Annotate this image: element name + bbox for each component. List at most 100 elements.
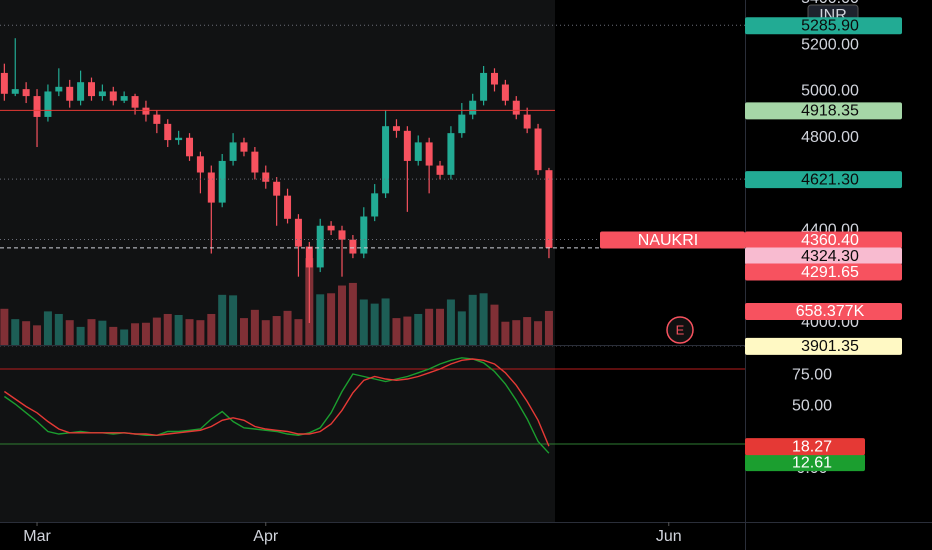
candle-body bbox=[425, 142, 433, 166]
volume-bar bbox=[512, 320, 521, 345]
candle-body bbox=[22, 89, 30, 97]
volume-bar bbox=[11, 319, 20, 345]
volume-bar bbox=[534, 321, 543, 345]
candle-body bbox=[414, 142, 422, 161]
symbol-tag: NAUKRI bbox=[638, 232, 698, 249]
candle-body bbox=[98, 91, 106, 97]
price-label: 5285.90 bbox=[801, 17, 859, 34]
price-label: 4918.35 bbox=[801, 103, 859, 120]
volume-bar bbox=[185, 319, 194, 345]
volume-bar bbox=[131, 323, 140, 345]
candle-body bbox=[55, 86, 63, 92]
volume-bar bbox=[316, 294, 325, 345]
candle-body bbox=[11, 89, 19, 94]
candle-body bbox=[469, 100, 477, 115]
price-label: 18.27 bbox=[792, 438, 832, 455]
candle-body bbox=[229, 142, 237, 161]
candle-body bbox=[490, 72, 498, 85]
volume-bar bbox=[54, 313, 63, 345]
candle-body bbox=[33, 96, 41, 117]
y-tick-label: 4800.00 bbox=[801, 129, 859, 146]
volume-bar bbox=[229, 295, 238, 345]
price-label: 658.377K bbox=[796, 303, 865, 320]
price-label: 4291.65 bbox=[801, 264, 859, 281]
x-tick-label: Jun bbox=[656, 528, 682, 545]
candle-body bbox=[523, 114, 531, 129]
y-tick-label: 75.00 bbox=[792, 366, 832, 383]
y-tick-label: 5200.00 bbox=[801, 36, 859, 53]
candle-body bbox=[545, 170, 553, 248]
volume-bar bbox=[283, 310, 292, 345]
candle-body bbox=[44, 91, 52, 117]
candle-body bbox=[142, 107, 150, 115]
volume-bar bbox=[109, 326, 118, 345]
plot bbox=[0, 24, 745, 454]
earnings-marker: E bbox=[676, 322, 685, 337]
stoch-line bbox=[4, 358, 550, 447]
candle-body bbox=[316, 225, 324, 268]
candle-body bbox=[109, 91, 117, 101]
volume-bar bbox=[392, 318, 401, 345]
price-label-box bbox=[745, 247, 902, 265]
earnings-icon[interactable] bbox=[666, 316, 694, 344]
y-tick-label: 5000.00 bbox=[801, 83, 859, 100]
volume-bar bbox=[490, 304, 499, 345]
volume-bar bbox=[120, 329, 129, 345]
candle-body bbox=[436, 165, 444, 175]
candle-body bbox=[218, 160, 226, 203]
candle-body bbox=[501, 84, 509, 101]
price-label-box bbox=[745, 17, 902, 35]
candle-body bbox=[382, 126, 390, 194]
volume-bar bbox=[479, 293, 488, 345]
candle-body bbox=[153, 114, 161, 124]
volume-bar bbox=[163, 313, 172, 345]
volume-bar bbox=[0, 308, 9, 345]
volume-bar bbox=[327, 293, 336, 345]
candle-body bbox=[262, 172, 270, 182]
volume-bar bbox=[403, 316, 412, 345]
volume-bar bbox=[348, 282, 357, 345]
price-label-box bbox=[745, 438, 865, 456]
candle-body bbox=[251, 151, 259, 173]
volume-bar bbox=[370, 303, 379, 345]
volume-bar bbox=[414, 313, 423, 345]
y-tick-label: 50.00 bbox=[792, 398, 832, 415]
candle-body bbox=[240, 142, 248, 152]
candle-body bbox=[294, 218, 302, 247]
candle-body bbox=[447, 133, 455, 175]
candle-body bbox=[349, 239, 357, 254]
price-label-box bbox=[745, 454, 865, 472]
candle-body bbox=[305, 246, 313, 268]
volume-bar bbox=[436, 308, 445, 345]
candle-body bbox=[196, 156, 204, 173]
candle-body bbox=[66, 86, 74, 101]
price-label-box bbox=[745, 171, 902, 189]
volume-bar bbox=[43, 311, 52, 345]
candle-body bbox=[273, 181, 281, 196]
volume-bar bbox=[141, 322, 150, 345]
volume-bar bbox=[294, 319, 303, 345]
price-label-box bbox=[745, 302, 902, 320]
candle-body bbox=[360, 216, 368, 254]
volume-bar bbox=[196, 320, 205, 345]
y-tick-label: 5400.00 bbox=[801, 0, 859, 7]
price-label-box bbox=[745, 231, 902, 249]
volume-bar bbox=[174, 315, 183, 345]
volume-bar bbox=[457, 311, 466, 345]
volume-bar bbox=[98, 320, 107, 345]
symbol-tag-box bbox=[600, 231, 745, 249]
price-label-box bbox=[745, 337, 902, 355]
price-label: 12.61 bbox=[792, 454, 832, 471]
volume-bar bbox=[501, 321, 510, 345]
volume-bar bbox=[87, 319, 96, 345]
candle-body bbox=[327, 225, 335, 231]
volume-bar bbox=[76, 326, 85, 345]
candle-body bbox=[284, 195, 292, 219]
candle-body bbox=[120, 96, 128, 101]
candle-body bbox=[0, 72, 8, 94]
candle-body bbox=[371, 193, 379, 217]
volume-bar bbox=[272, 316, 281, 345]
candle-body bbox=[480, 72, 488, 101]
volume-bar bbox=[338, 285, 347, 345]
